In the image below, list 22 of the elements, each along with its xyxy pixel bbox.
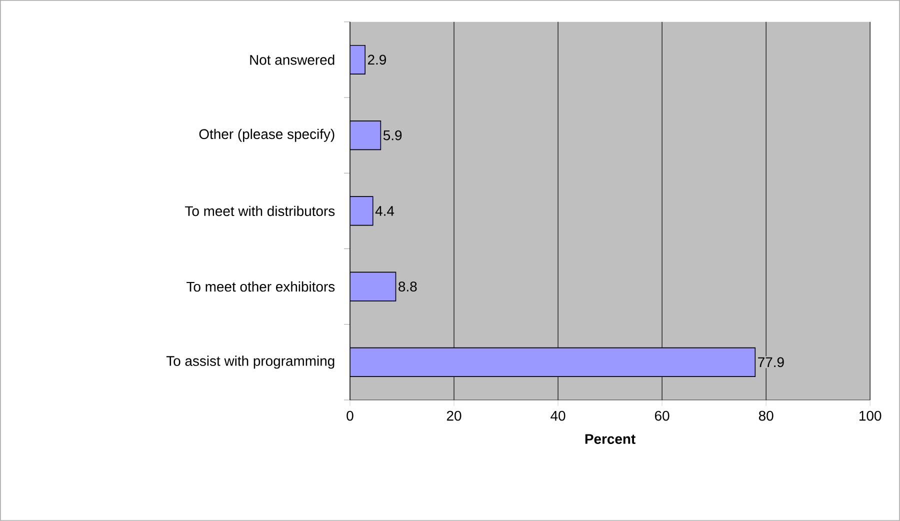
x-tick-label: 40 <box>550 410 566 421</box>
y-tick-label: Other (please specify) <box>199 128 334 142</box>
x-tick-label: 20 <box>446 410 462 421</box>
x-tick-label: 60 <box>655 410 670 421</box>
y-tick-label: To assist with programming <box>166 356 334 369</box>
bar <box>350 272 396 302</box>
bar <box>350 196 374 226</box>
x-axis-title: Percent <box>585 434 636 444</box>
x-tick-label: 0 <box>346 410 354 421</box>
y-tick-label: Not answered <box>250 54 334 65</box>
data-label: 77.9 <box>758 357 784 368</box>
x-tick-label: 80 <box>758 410 774 421</box>
data-label: 4.4 <box>375 206 394 216</box>
x-tick-label: 100 <box>860 410 882 421</box>
bar <box>350 44 366 75</box>
y-tick-label: To meet other exhibitors <box>186 281 335 292</box>
y-tick-label: To meet with distributors <box>185 206 335 216</box>
data-label: 5.9 <box>383 130 402 140</box>
data-label: 8.8 <box>398 282 417 292</box>
bar <box>350 347 756 377</box>
data-label: 2.9 <box>368 54 386 65</box>
bar <box>350 120 382 150</box>
